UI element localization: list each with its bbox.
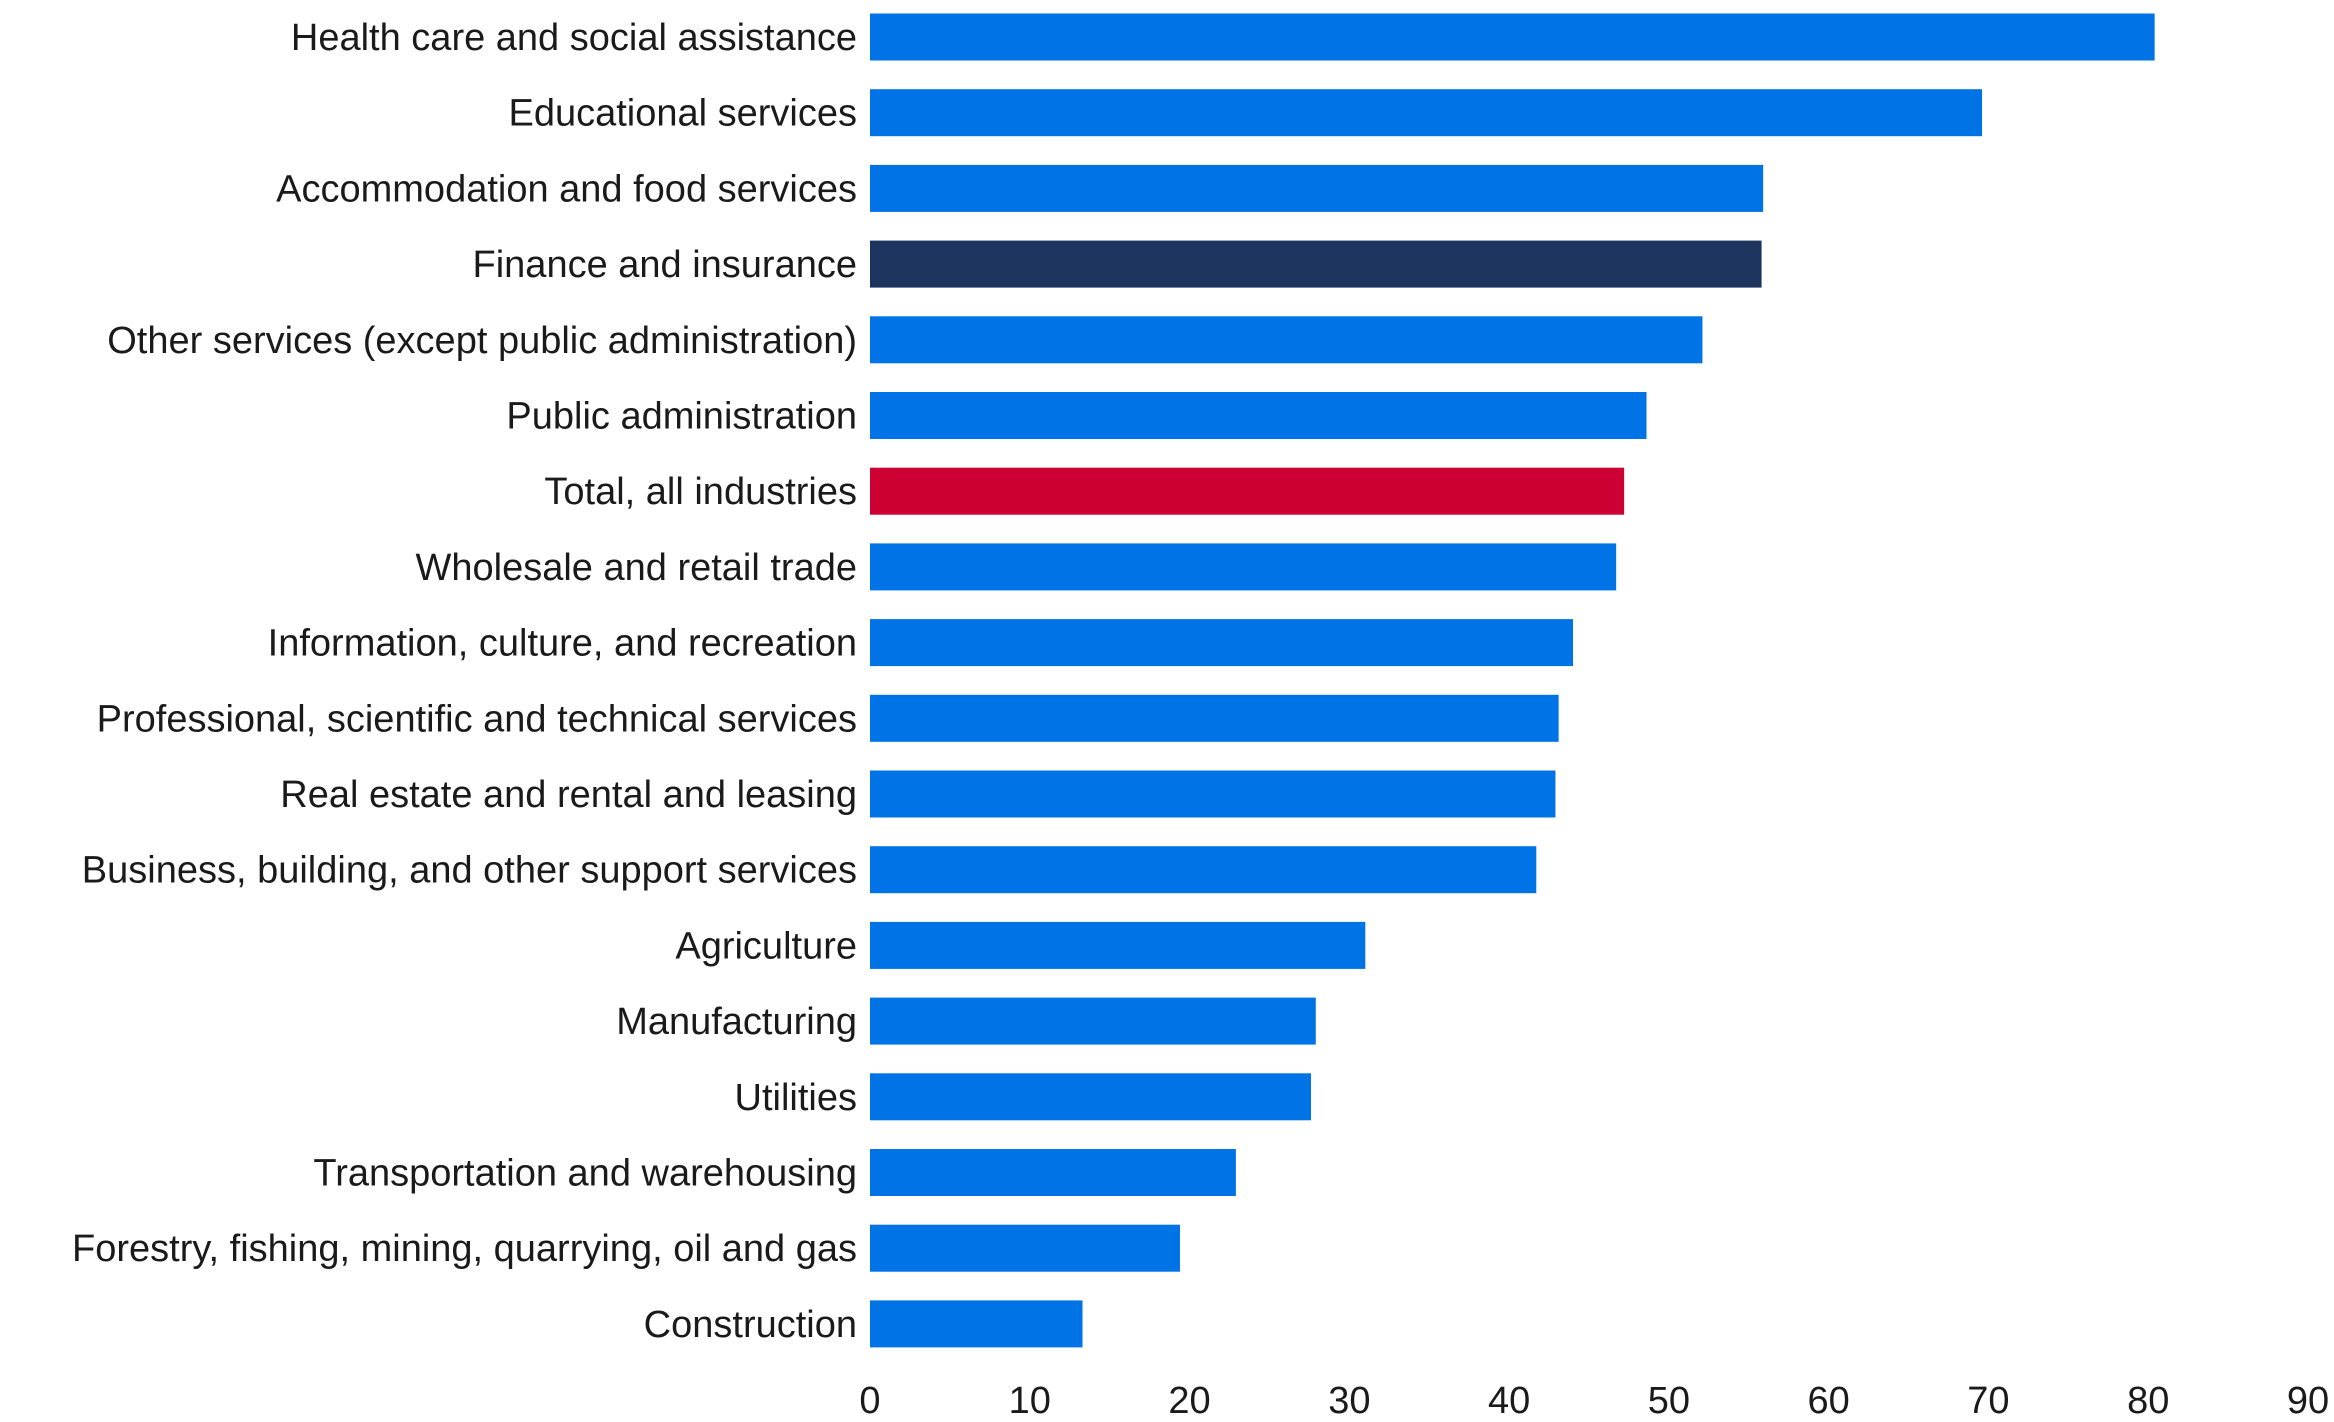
x-tick-label: 70: [1967, 1380, 2009, 1422]
category-label: Information, culture, and recreation: [268, 623, 857, 665]
category-label: Agriculture: [675, 925, 857, 967]
bar-total-all-industries: [870, 467, 1625, 515]
bar-transportation-and-warehousing: [870, 1149, 1236, 1196]
bar-public-administration: [870, 392, 1647, 439]
x-tick-label: 20: [1168, 1380, 1210, 1422]
bar-agriculture: [870, 921, 1366, 969]
x-tick-label: 30: [1328, 1380, 1370, 1422]
bar-forestry-fishing-mining-quarrying-oil-and-gas: [870, 1224, 1180, 1272]
category-label: Educational services: [508, 93, 857, 135]
category-label: Real estate and rental and leasing: [280, 774, 857, 816]
bar-business-building-and-other-support-services: [870, 846, 1537, 894]
category-label: Health care and social assistance: [291, 17, 857, 59]
category-label: Wholesale and retail trade: [416, 547, 857, 589]
category-label: Forestry, fishing, mining, quarrying, oi…: [72, 1228, 857, 1270]
x-tick-label: 90: [2287, 1380, 2329, 1422]
category-label: Total, all industries: [544, 471, 857, 513]
bar-other-services-except-public-administration: [870, 316, 1703, 364]
x-tick-label: 80: [2127, 1380, 2169, 1422]
bar-real-estate-and-rental-and-leasing: [870, 770, 1556, 818]
x-tick-label: 0: [859, 1380, 880, 1422]
category-label: Construction: [644, 1304, 857, 1346]
category-label: Business, building, and other support se…: [82, 850, 857, 892]
x-tick-label: 10: [1009, 1380, 1051, 1422]
bar-finance-and-insurance: [870, 240, 1762, 288]
bar-accommodation-and-food-services: [870, 164, 1764, 212]
category-label: Transportation and warehousing: [313, 1153, 857, 1195]
category-label: Accommodation and food services: [276, 168, 857, 210]
bar-information-culture-and-recreation: [870, 619, 1574, 667]
bar-construction: [870, 1300, 1083, 1348]
bar-utilities: [870, 1073, 1311, 1121]
category-label: Public administration: [506, 396, 857, 438]
bar-professional-scientific-and-technical-services: [870, 694, 1559, 742]
category-label: Professional, scientific and technical s…: [97, 698, 857, 740]
x-tick-label: 50: [1648, 1380, 1690, 1422]
category-label: Manufacturing: [616, 1001, 857, 1043]
bars-group: [870, 13, 2155, 1348]
x-tick-label: 60: [1808, 1380, 1850, 1422]
bar-educational-services: [870, 89, 1983, 137]
bar-wholesale-and-retail-trade: [870, 543, 1617, 591]
category-labels: Health care and social assistance Educati…: [72, 17, 857, 1346]
bar-health-care-and-social-assistance: [870, 13, 2155, 61]
x-tick-label: 40: [1488, 1380, 1530, 1422]
x-axis-ticks: 0 10 20 30 40 50 60 70 80 90: [859, 1380, 2329, 1422]
bar-manufacturing: [870, 997, 1316, 1045]
category-label: Utilities: [735, 1077, 857, 1119]
category-label: Finance and insurance: [473, 244, 857, 286]
category-label: Other services (except public administra…: [107, 320, 857, 362]
